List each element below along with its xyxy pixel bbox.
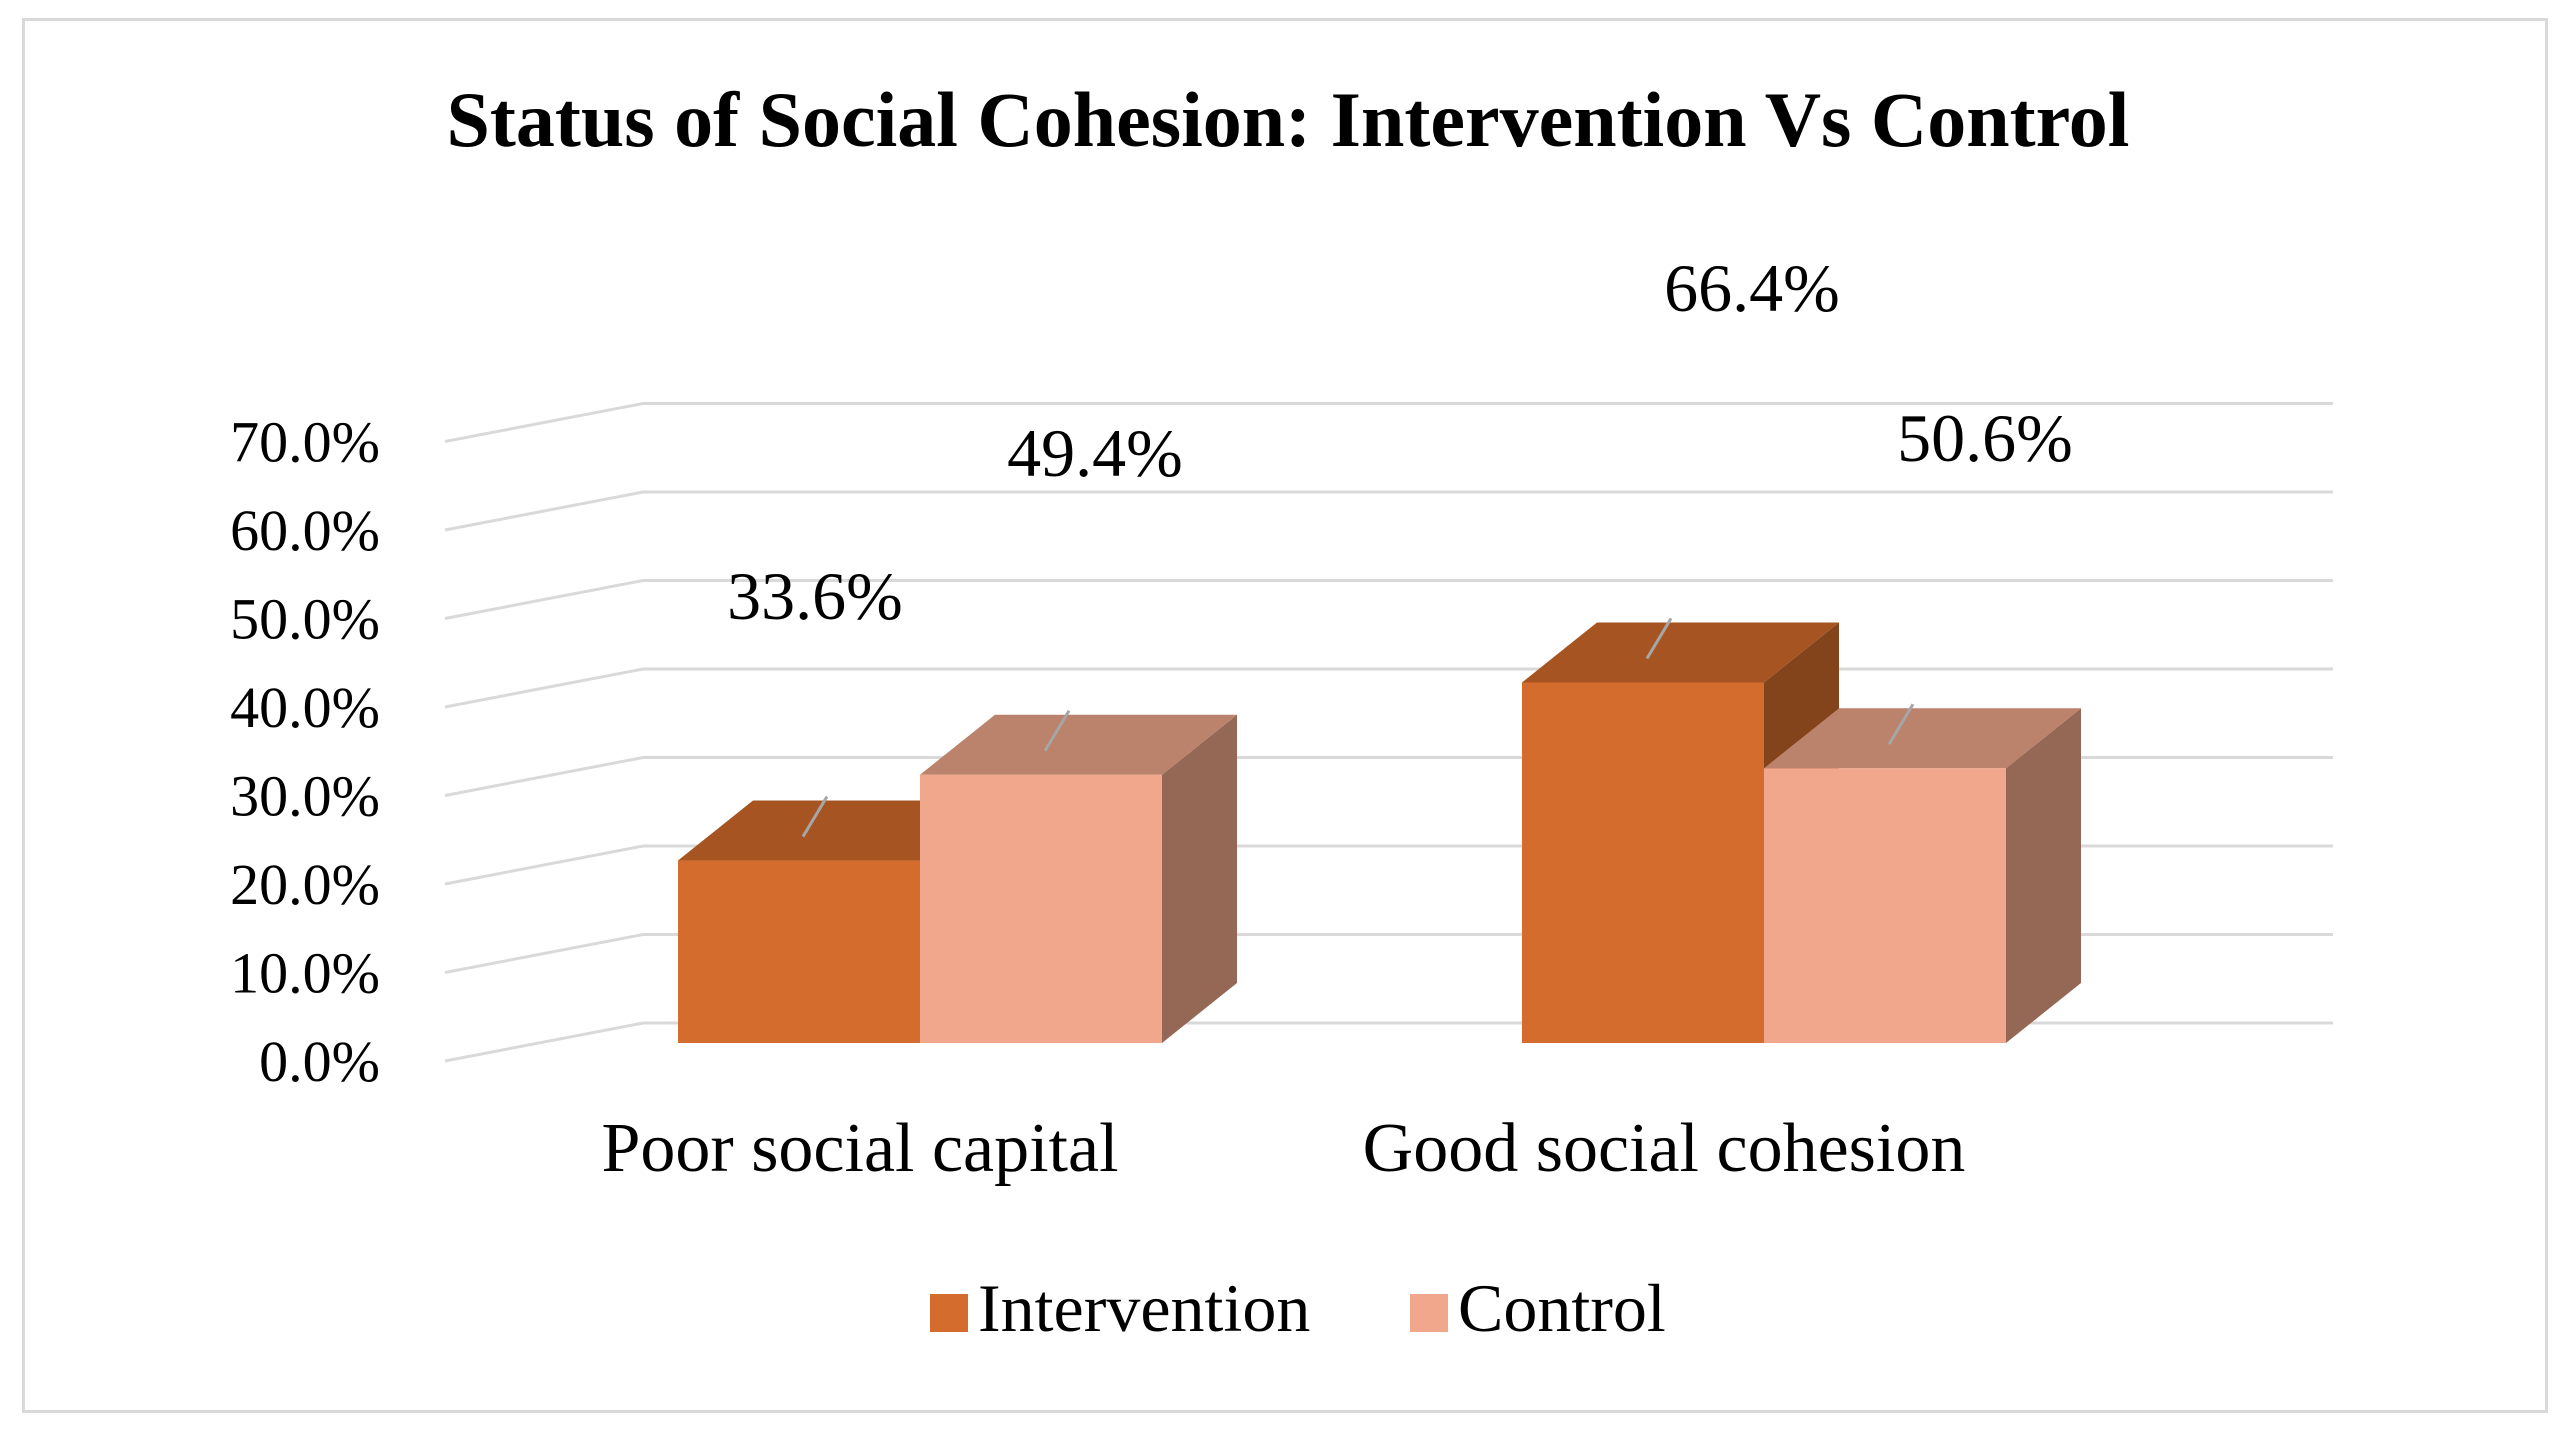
y-tick-label: 0.0% xyxy=(259,1029,380,1094)
data-label-leader xyxy=(1043,709,1071,752)
y-tick-label: 60.0% xyxy=(230,498,380,563)
data-label-leader xyxy=(1645,617,1673,660)
y-tick-label: 70.0% xyxy=(230,410,380,475)
bar-top xyxy=(1764,708,2081,769)
data-label: 49.4% xyxy=(1007,415,1183,491)
legend-label-intervention: Intervention xyxy=(978,1270,1310,1346)
gridline-diagonal xyxy=(444,844,644,886)
bar-top xyxy=(1522,622,1839,683)
y-tick-label: 40.0% xyxy=(230,675,380,740)
data-label-leader xyxy=(1887,703,1915,746)
legend: Intervention Control xyxy=(930,1270,1666,1346)
chart-frame: Status of Social Cohesion: Intervention … xyxy=(22,18,2548,1413)
gridline-diagonal xyxy=(444,933,644,974)
bars-layer xyxy=(678,622,2081,1043)
bar-control-1 xyxy=(920,774,1162,1043)
legend-label-control: Control xyxy=(1458,1270,1666,1346)
gridline-diagonal xyxy=(444,756,644,797)
bar-top xyxy=(920,714,1237,775)
y-tick-label: 50.0% xyxy=(230,587,380,652)
bar-side xyxy=(1162,714,1237,1043)
data-label: 50.6% xyxy=(1897,400,2073,476)
bar-top xyxy=(678,800,995,861)
y-tick-label: 10.0% xyxy=(230,941,380,1006)
bar-side xyxy=(2006,708,2081,1043)
y-tick-label: 30.0% xyxy=(230,764,380,829)
bar-intervention-2 xyxy=(1522,682,1764,1043)
data-label: 66.4% xyxy=(1664,250,1840,326)
gridline-diagonal xyxy=(444,490,644,532)
gridline-diagonal xyxy=(444,579,644,620)
legend-swatch-control xyxy=(1410,1294,1448,1332)
data-label-leader xyxy=(801,795,829,838)
gridline-diagonal xyxy=(444,667,644,709)
labels-layer: 33.6% 49.4% Poor social capital 66.4% 50.6% G… xyxy=(601,250,2072,1187)
gridline-diagonal xyxy=(444,402,644,443)
y-tick-label: 20.0% xyxy=(230,852,380,917)
chart-title: Status of Social Cohesion: Intervention … xyxy=(447,76,2130,163)
chart-svg: Status of Social Cohesion: Intervention … xyxy=(230,76,2333,1346)
legend-swatch-intervention xyxy=(930,1294,968,1332)
bar-intervention-1 xyxy=(678,860,920,1043)
x-category-label: Good social cohesion xyxy=(1363,1110,1966,1187)
x-category-label: Poor social capital xyxy=(601,1110,1118,1187)
bar-control-2 xyxy=(1764,768,2006,1043)
data-label: 33.6% xyxy=(727,558,903,634)
gridline-diagonal xyxy=(444,1021,644,1063)
